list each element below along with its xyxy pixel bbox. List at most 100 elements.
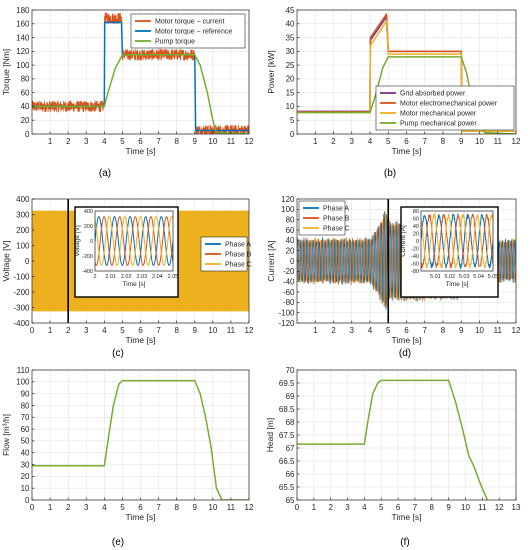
inset-y-tick-label: -200 <box>82 254 93 260</box>
y-tick-label: 90 <box>21 389 30 398</box>
y-tick-label: -40 <box>283 277 295 286</box>
inset-frame <box>420 210 494 272</box>
series-line <box>32 21 249 132</box>
x-tick-label: 12 <box>245 326 254 335</box>
x-tick-label: 11 <box>227 326 236 335</box>
inset-y-tick-label: 400 <box>84 209 93 215</box>
x-tick-label: 11 <box>494 137 503 146</box>
y-tick-label: 25 <box>286 61 295 70</box>
x-tick-label: 4 <box>102 326 107 335</box>
x-tick-label: 10 <box>208 503 217 512</box>
y-tick-label: 30 <box>21 460 30 469</box>
x-tick-label: 0 <box>30 326 35 335</box>
x-axis-label: Time [s] <box>392 512 422 522</box>
x-tick-label: 2 <box>331 326 336 335</box>
y-tick-label: -100 <box>278 308 295 317</box>
series-line <box>32 54 249 134</box>
x-tick-label: 1 <box>313 326 318 335</box>
x-tick-label: 2 <box>66 137 71 146</box>
chart-panel-d: 1 2 3 4 5 6 7 8 9 10 11 12-120-100-80-60-40-2002040… <box>266 195 521 359</box>
x-tick-label: 0 <box>30 503 35 512</box>
y-tick-label: 80 <box>286 215 295 224</box>
y-tick-label: 10 <box>286 102 295 111</box>
y-tick-label: 10 <box>21 484 30 493</box>
inset-plot <box>421 213 493 270</box>
y-tick-label: 40 <box>21 102 30 111</box>
legend-entry: Phase A <box>225 242 251 249</box>
x-tick-label: 5 <box>120 137 125 146</box>
inset-y-tick-label: 60 <box>413 217 419 223</box>
y-tick-label: 100 <box>16 378 30 387</box>
x-tick-label: 9 <box>446 503 451 512</box>
x-tick-label: 8 <box>441 326 446 335</box>
x-tick-label: 11 <box>478 503 487 512</box>
panel-label: (a) <box>99 168 111 179</box>
legend-entry: Phase A <box>323 206 349 213</box>
x-tick-label: 7 <box>413 503 418 512</box>
x-tick-label: 4 <box>368 326 373 335</box>
y-tick-label: 20 <box>21 116 30 125</box>
y-tick-label: 100 <box>281 205 295 214</box>
legend-box <box>375 85 515 131</box>
x-tick-label: 1 <box>48 326 53 335</box>
legend-box <box>200 236 248 272</box>
y-tick-label: 0 <box>25 496 30 505</box>
y-tick-label: 60 <box>21 88 30 97</box>
x-tick-label: 5 <box>120 326 125 335</box>
x-tick-label: 11 <box>494 326 503 335</box>
y-tick-label: 45 <box>286 6 295 15</box>
y-tick-label: 68.5 <box>279 405 295 414</box>
x-tick-label: 12 <box>512 137 521 146</box>
x-tick-label: 4 <box>102 137 107 146</box>
x-tick-label: 3 <box>84 503 89 512</box>
x-tick-label: 5 <box>386 137 391 146</box>
y-tick-label: 40 <box>21 449 30 458</box>
y-tick-label: 0 <box>25 130 30 139</box>
inset-x-axis-label: Time [s] <box>123 281 146 288</box>
y-tick-label: 110 <box>17 366 30 375</box>
plot-area <box>32 12 249 134</box>
inset-x-tick-label: 2 <box>93 274 96 280</box>
y-tick-label: -400 <box>13 319 30 328</box>
y-tick-label: 100 <box>16 241 30 250</box>
y-tick-label: 69.5 <box>279 379 295 388</box>
y-axis-label: Flow [m³/h] <box>1 414 11 456</box>
y-tick-label: 70 <box>286 366 295 375</box>
y-tick-label: 300 <box>16 210 30 219</box>
x-tick-label: 6 <box>404 326 409 335</box>
panel-label: (f) <box>400 537 409 548</box>
x-axis-label: Time [s] <box>126 512 156 522</box>
inset-y-tick-label: 20 <box>413 232 419 238</box>
inset: 2 2.01 2.02 2.03 2.04 2.05 -400 -200 0 200 400 Time… <box>74 206 179 298</box>
inset-y-tick-label: 0 <box>90 239 93 245</box>
x-tick-label: 1 <box>313 137 318 146</box>
x-tick-label: 12 <box>245 503 254 512</box>
inset-y-tick-label: 80 <box>413 209 419 215</box>
y-tick-label: 0 <box>290 130 295 139</box>
y-tick-label: -20 <box>283 267 295 276</box>
y-tick-label: -80 <box>283 298 295 307</box>
legend-entry: Motor torque − current <box>155 19 225 26</box>
inset-x-axis-label: Time [s] <box>446 281 469 288</box>
y-tick-label: 60 <box>286 226 295 235</box>
x-tick-label: 2 <box>328 503 333 512</box>
x-tick-label: 3 <box>84 326 89 335</box>
chart-panel-a: 1 2 3 4 5 6 7 8 9 10 11 12020406080100120140160180T… <box>1 6 254 179</box>
panel-label: (e) <box>112 537 124 548</box>
x-tick-label: 3 <box>84 137 89 146</box>
x-tick-label: 6 <box>138 503 143 512</box>
x-tick-label: 3 <box>350 137 355 146</box>
x-tick-label: 10 <box>208 137 217 146</box>
x-tick-label: 6 <box>396 503 401 512</box>
x-axis-label: Time [s] <box>126 146 156 156</box>
y-tick-label: 66.5 <box>279 457 295 466</box>
inset-x-tick-label: 2.05 <box>168 274 179 280</box>
x-tick-label: 2 <box>66 503 71 512</box>
x-tick-label: 10 <box>208 326 217 335</box>
legend-entry: Phase B <box>225 252 252 259</box>
x-tick-label: 6 <box>404 137 409 146</box>
inset-x-tick-label: 2.04 <box>152 274 163 280</box>
x-tick-label: 13 <box>512 503 521 512</box>
y-tick-label: -200 <box>13 288 30 297</box>
